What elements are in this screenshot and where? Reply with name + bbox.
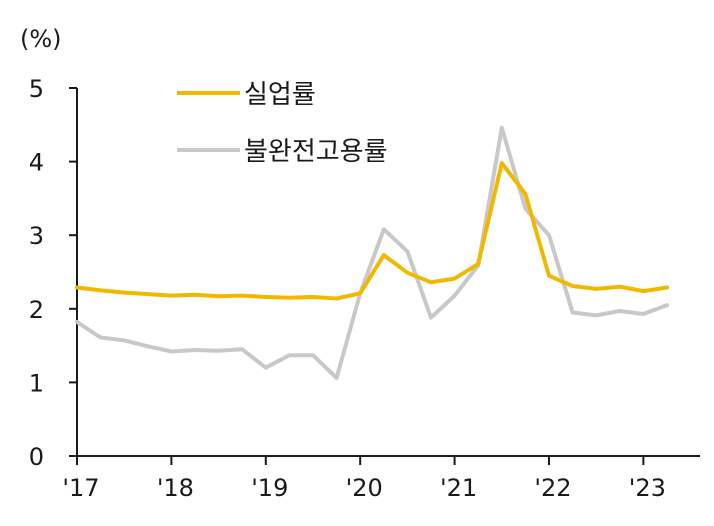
axes: 0 1 2 3 4 5 '17 '18 '19 '20 '21 '22 '23 [29,75,700,502]
x-tick-label: '19 [251,474,288,502]
x-tick-label: '18 [157,474,194,502]
y-tick-label: 3 [29,222,44,250]
x-tick-label: '17 [62,474,99,502]
y-tick-label: 5 [29,75,44,103]
series-layer [75,125,669,380]
y-tick-label: 1 [29,369,44,397]
x-tick-label: '23 [629,474,666,502]
legend-label-1: 불완전고용률 [244,137,388,167]
series-line-0 [75,161,669,301]
legend-label-0: 실업률 [244,80,316,110]
x-tick-label: '20 [346,474,383,502]
series-line-1 [75,125,669,380]
x-tick-label: '21 [440,474,477,502]
x-tick-label: '22 [534,474,571,502]
y-axis-unit-label: (%) [20,25,62,53]
y-tick-label: 4 [29,149,44,177]
y-tick-label: 2 [29,296,44,324]
y-tick-label: 0 [29,443,44,471]
